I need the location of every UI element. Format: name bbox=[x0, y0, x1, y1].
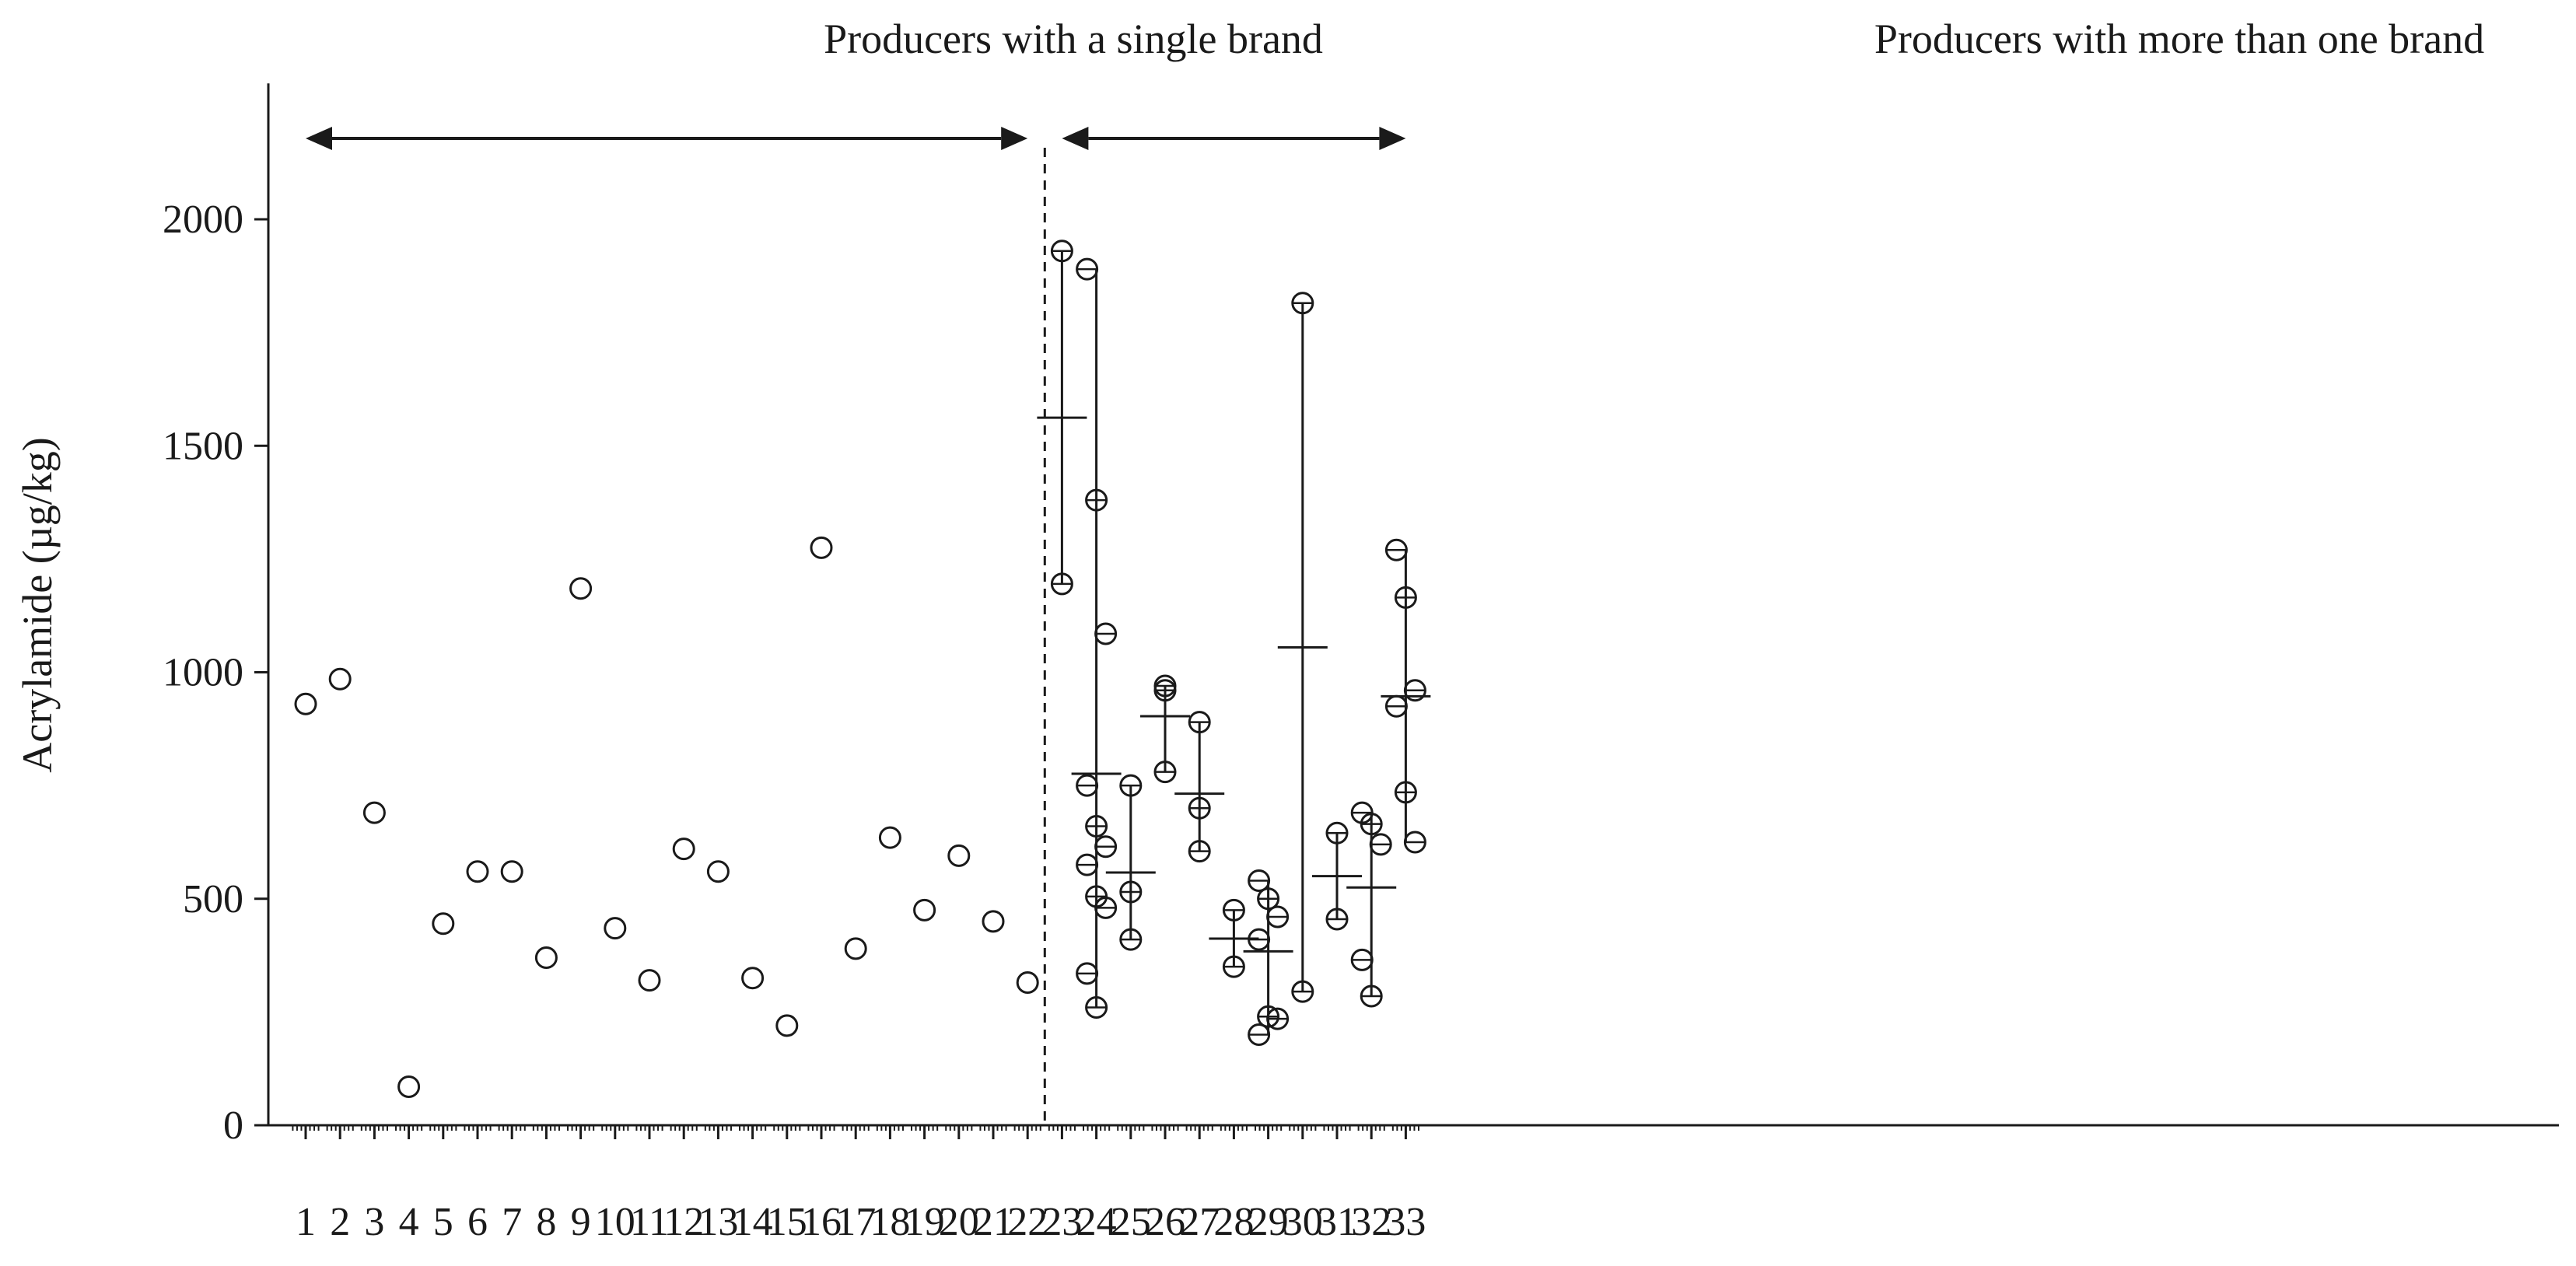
data-point-single bbox=[432, 912, 455, 936]
x-tick-label: 9 bbox=[571, 1200, 591, 1244]
data-point-single bbox=[706, 860, 730, 883]
x-tick-label: 33 bbox=[1385, 1200, 1426, 1244]
data-point-single bbox=[466, 860, 489, 883]
data-point-single bbox=[844, 937, 867, 960]
y-tick-label: 1000 bbox=[163, 651, 243, 695]
data-point-single bbox=[500, 860, 523, 883]
data-point-single bbox=[672, 838, 695, 861]
single-brand-span-arrow-head-left bbox=[306, 127, 332, 150]
x-tick-label: 25 bbox=[1111, 1200, 1151, 1244]
data-point-single bbox=[947, 844, 971, 867]
data-point-single bbox=[294, 692, 317, 715]
x-tick-label: 22 bbox=[1007, 1200, 1048, 1244]
data-point-single bbox=[638, 969, 661, 992]
data-point-single bbox=[1016, 971, 1039, 995]
x-tick-label: 11 bbox=[630, 1200, 669, 1244]
data-point-single bbox=[362, 801, 386, 824]
y-tick-label: 500 bbox=[183, 877, 243, 922]
x-tick-label: 1 bbox=[296, 1200, 316, 1244]
x-tick-label: 4 bbox=[399, 1200, 419, 1244]
group-label-single-brand: Producers with a single brand bbox=[824, 16, 1323, 62]
x-tick-label: 20 bbox=[939, 1200, 979, 1244]
y-tick-label: 1500 bbox=[163, 424, 243, 468]
x-tick-label: 31 bbox=[1317, 1200, 1357, 1244]
data-point-single bbox=[741, 967, 765, 990]
x-tick-label: 18 bbox=[870, 1200, 910, 1244]
x-tick-label: 7 bbox=[502, 1200, 522, 1244]
data-point-single bbox=[397, 1075, 421, 1098]
y-tick-label: 2000 bbox=[163, 198, 243, 242]
x-tick-label: 30 bbox=[1283, 1200, 1323, 1244]
single-brand-span-arrow bbox=[306, 127, 1028, 150]
multi-brand-span-arrow bbox=[1062, 127, 1406, 150]
group-label-multi-brand: Producers with more than one brand bbox=[1874, 16, 2484, 62]
y-axis-title: Acrylamide (µg/kg) bbox=[14, 437, 61, 772]
data-point-single bbox=[878, 826, 901, 849]
data-point-single bbox=[775, 1014, 799, 1037]
x-tick-label: 3 bbox=[364, 1200, 384, 1244]
marks-layer bbox=[294, 240, 1431, 1098]
data-point-single bbox=[982, 910, 1005, 933]
multi-brand-span-arrow-head-right bbox=[1379, 127, 1406, 150]
x-tick-label: 21 bbox=[973, 1200, 1013, 1244]
x-tick-label: 8 bbox=[536, 1200, 556, 1244]
x-tick-label: 16 bbox=[801, 1200, 842, 1244]
x-tick-label: 23 bbox=[1041, 1200, 1082, 1244]
x-tick-label: 12 bbox=[663, 1200, 704, 1244]
x-tick-label: 32 bbox=[1351, 1200, 1391, 1244]
x-tick-label: 6 bbox=[467, 1200, 488, 1244]
x-tick-label: 28 bbox=[1213, 1200, 1254, 1244]
x-tick-label: 13 bbox=[698, 1200, 738, 1244]
x-tick-label: 5 bbox=[433, 1200, 453, 1244]
data-point-single bbox=[534, 946, 558, 969]
x-tick-label: 10 bbox=[595, 1200, 635, 1244]
x-tick-label: 19 bbox=[905, 1200, 945, 1244]
data-point-single bbox=[913, 898, 936, 922]
x-tick-label: 15 bbox=[767, 1200, 807, 1244]
y-tick-label: 0 bbox=[223, 1103, 243, 1148]
x-tick-label: 2 bbox=[330, 1200, 350, 1244]
x-tick-label: 24 bbox=[1076, 1200, 1117, 1244]
annotations: Producers with a single brand Producers … bbox=[14, 16, 2484, 773]
x-tick-label: 14 bbox=[733, 1200, 773, 1244]
multi-brand-span-arrow-head-left bbox=[1062, 127, 1089, 150]
data-point-single bbox=[569, 577, 593, 600]
x-tick-label: 29 bbox=[1248, 1200, 1289, 1244]
data-point-single bbox=[810, 536, 833, 559]
x-tick-label: 27 bbox=[1179, 1200, 1220, 1244]
x-tick-label: 17 bbox=[835, 1200, 876, 1244]
data-point-single bbox=[604, 917, 627, 940]
data-point-single bbox=[328, 667, 352, 691]
single-brand-span-arrow-head-right bbox=[1001, 127, 1028, 150]
x-tick-label: 26 bbox=[1145, 1200, 1185, 1244]
